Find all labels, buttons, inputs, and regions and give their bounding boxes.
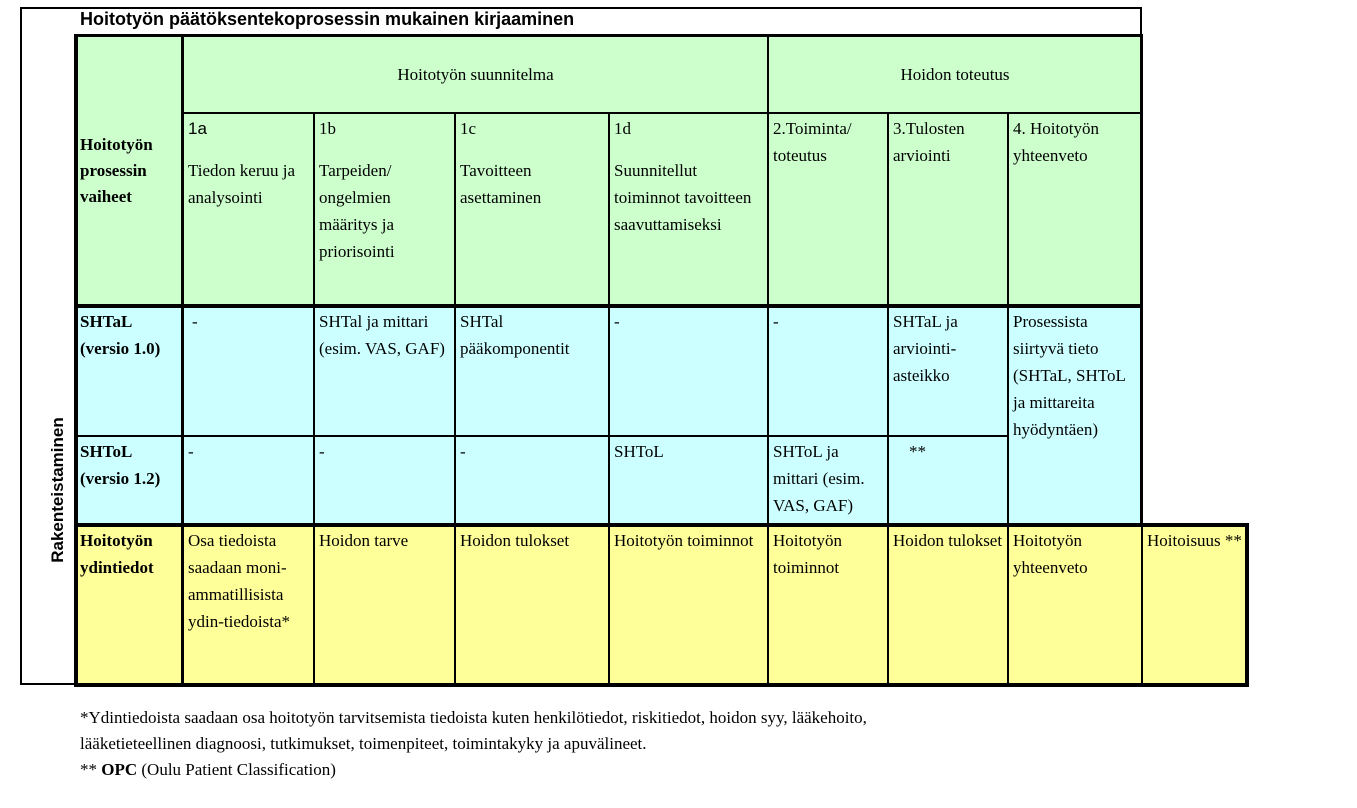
shtal-cell-1b: SHTal ja mittari (esim. VAS, GAF)	[314, 306, 455, 436]
thick-border-top	[74, 34, 1143, 37]
footnote-1: *Ydintiedoista saadaan osa hoitotyön tar…	[80, 708, 867, 727]
shtal-cell-3: SHTaL ja arviointi-asteikko	[888, 306, 1008, 436]
ydin-cell-4: Hoitotyön yhteenveto	[1008, 525, 1142, 685]
row-label-ydin: Hoitotyön ydintiedot	[75, 525, 183, 685]
ydin-cell-1c: Hoidon tulokset	[455, 525, 609, 685]
thick-border-right	[1140, 34, 1143, 526]
row-label-shtal: SHTaL (versio 1.0)	[75, 306, 183, 436]
ydin-cell-1d: Hoitotyön toiminnot	[609, 525, 768, 685]
shtol-cell-1c: -	[455, 436, 609, 525]
thick-border-yellow-bottom	[74, 683, 1249, 687]
thick-border-green-bottom	[74, 304, 1143, 308]
thick-border-label-col	[181, 34, 184, 686]
footnote-3: ** OPC (Oulu Patient Classification)	[80, 760, 336, 779]
shtol-cell-2: SHToL ja mittari (esim. VAS, GAF)	[768, 436, 888, 525]
footnote-2: lääketieteellinen diagnoosi, tutkimukset…	[80, 734, 647, 753]
thick-border-yellow-top	[74, 523, 1249, 527]
ydin-cell-1b: Hoidon tarve	[314, 525, 455, 685]
footnotes: *Ydintiedoista saadaan osa hoitotyön tar…	[80, 705, 867, 783]
shtol-cell-1a: -	[183, 436, 314, 525]
side-label-text: Rakenteistaminen	[48, 417, 67, 563]
shtol-cell-1d: SHToL	[609, 436, 768, 525]
shtal-cell-2: -	[768, 306, 888, 436]
phase-3: 3.Tulosten arviointi	[888, 113, 1008, 306]
phase-1d: 1d Suunnitellut toiminnot tavoitteen saa…	[609, 113, 768, 306]
group-header-implementation: Hoidon toteutus	[768, 35, 1142, 113]
thick-border-yellow-right	[1245, 523, 1249, 687]
ydin-cell-2: Hoitotyön toiminnot	[768, 525, 888, 685]
ydin-cell-3: Hoidon tulokset	[888, 525, 1008, 685]
shtol-cell-1b: -	[314, 436, 455, 525]
thick-border-left	[74, 34, 78, 686]
shtal-cell-1d: -	[609, 306, 768, 436]
row-label-shtol: SHToL (versio 1.2)	[75, 436, 183, 525]
ydin-cell-1a: Osa tiedoista saadaan moni-ammatillisist…	[183, 525, 314, 685]
ydin-cell-hoitoisuus: Hoitoisuus **	[1142, 525, 1248, 685]
phase-1a: 1a Tiedon keruu ja analysointi	[183, 113, 314, 306]
shtal-cell-1c: SHTal pääkomponentit	[455, 306, 609, 436]
phase-1b: 1b Tarpeiden/ ongelmien määritys ja prio…	[314, 113, 455, 306]
shtol-cell-3: **	[888, 436, 1008, 525]
shtal-cell-1a: -	[183, 306, 314, 436]
phase-4: 4. Hoitotyön yhteenveto	[1008, 113, 1142, 306]
group-header-plan: Hoitotyön suunnitelma	[183, 35, 768, 113]
row-label-phases: Hoitotyön prosessin vaiheet	[75, 35, 183, 306]
phase-2: 2.Toiminta/ toteutus	[768, 113, 888, 306]
merged-cell-4: Prosessista siirtyvä tieto (SHTaL, SHToL…	[1008, 306, 1142, 525]
phase-1c: 1c Tavoitteen asettaminen	[455, 113, 609, 306]
page-title: Hoitotyön päätöksentekoprosessin mukaine…	[80, 9, 575, 29]
